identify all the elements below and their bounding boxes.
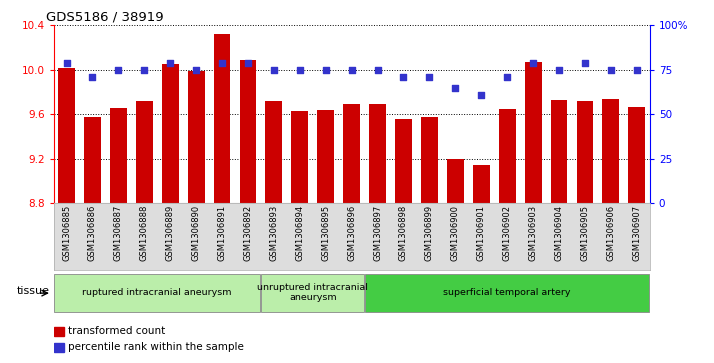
- Point: [476, 92, 487, 98]
- Point: [553, 67, 565, 73]
- Text: GDS5186 / 38919: GDS5186 / 38919: [46, 11, 164, 24]
- Point: [294, 67, 306, 73]
- Bar: [58, 68, 75, 203]
- Point: [450, 85, 461, 91]
- Bar: [188, 71, 204, 203]
- Bar: [266, 101, 282, 203]
- Bar: [499, 109, 516, 203]
- Text: transformed count: transformed count: [68, 326, 165, 336]
- Point: [164, 60, 176, 66]
- Bar: [110, 108, 127, 203]
- Text: GSM1306885: GSM1306885: [62, 205, 71, 261]
- Point: [139, 67, 150, 73]
- Text: GSM1306899: GSM1306899: [425, 205, 434, 261]
- Text: GSM1306896: GSM1306896: [347, 205, 356, 261]
- Text: superficial temporal artery: superficial temporal artery: [443, 288, 571, 297]
- Bar: [343, 104, 360, 203]
- Text: GSM1306903: GSM1306903: [528, 205, 538, 261]
- Point: [528, 60, 539, 66]
- Bar: [525, 62, 541, 203]
- Point: [346, 67, 358, 73]
- Point: [242, 60, 253, 66]
- Point: [320, 67, 331, 73]
- Text: GSM1306904: GSM1306904: [555, 205, 563, 261]
- Point: [579, 60, 590, 66]
- Text: GSM1306902: GSM1306902: [503, 205, 512, 261]
- Text: GSM1306893: GSM1306893: [269, 205, 278, 261]
- Bar: [317, 110, 334, 203]
- Text: GSM1306906: GSM1306906: [606, 205, 615, 261]
- Point: [191, 67, 202, 73]
- Bar: [54, 343, 64, 352]
- Text: GSM1306898: GSM1306898: [399, 205, 408, 261]
- Bar: [54, 274, 261, 312]
- Point: [61, 60, 72, 66]
- Text: ruptured intracranial aneurysm: ruptured intracranial aneurysm: [83, 288, 232, 297]
- Text: GSM1306907: GSM1306907: [633, 205, 641, 261]
- Text: percentile rank within the sample: percentile rank within the sample: [68, 342, 243, 352]
- Point: [501, 74, 513, 80]
- Bar: [603, 99, 619, 203]
- Text: GSM1306891: GSM1306891: [218, 205, 226, 261]
- Text: GSM1306895: GSM1306895: [321, 205, 330, 261]
- Point: [86, 74, 98, 80]
- Point: [268, 67, 280, 73]
- Text: GSM1306897: GSM1306897: [373, 205, 382, 261]
- Bar: [54, 327, 64, 336]
- Bar: [473, 166, 490, 203]
- Bar: [550, 100, 568, 203]
- Bar: [239, 60, 256, 203]
- Bar: [84, 117, 101, 203]
- Text: GSM1306889: GSM1306889: [166, 205, 175, 261]
- Text: GSM1306888: GSM1306888: [140, 205, 149, 261]
- Text: GSM1306900: GSM1306900: [451, 205, 460, 261]
- Text: GSM1306886: GSM1306886: [88, 205, 97, 261]
- Bar: [291, 111, 308, 203]
- Bar: [628, 107, 645, 203]
- Bar: [261, 274, 364, 312]
- Bar: [365, 274, 649, 312]
- Point: [398, 74, 409, 80]
- Text: GSM1306887: GSM1306887: [114, 205, 123, 261]
- Point: [372, 67, 383, 73]
- Text: GSM1306905: GSM1306905: [580, 205, 590, 261]
- Bar: [447, 159, 464, 203]
- Point: [113, 67, 124, 73]
- Point: [605, 67, 617, 73]
- Bar: [213, 34, 231, 203]
- Text: GSM1306894: GSM1306894: [296, 205, 304, 261]
- Bar: [162, 64, 178, 203]
- Text: tissue: tissue: [16, 286, 49, 296]
- Text: GSM1306892: GSM1306892: [243, 205, 253, 261]
- Point: [216, 60, 228, 66]
- Bar: [421, 117, 438, 203]
- Point: [631, 67, 643, 73]
- Point: [423, 74, 435, 80]
- Bar: [395, 119, 412, 203]
- Bar: [576, 101, 593, 203]
- Bar: [369, 104, 386, 203]
- Text: GSM1306901: GSM1306901: [477, 205, 486, 261]
- Text: unruptured intracranial
aneurysm: unruptured intracranial aneurysm: [257, 282, 368, 302]
- Bar: [136, 101, 153, 203]
- Text: GSM1306890: GSM1306890: [191, 205, 201, 261]
